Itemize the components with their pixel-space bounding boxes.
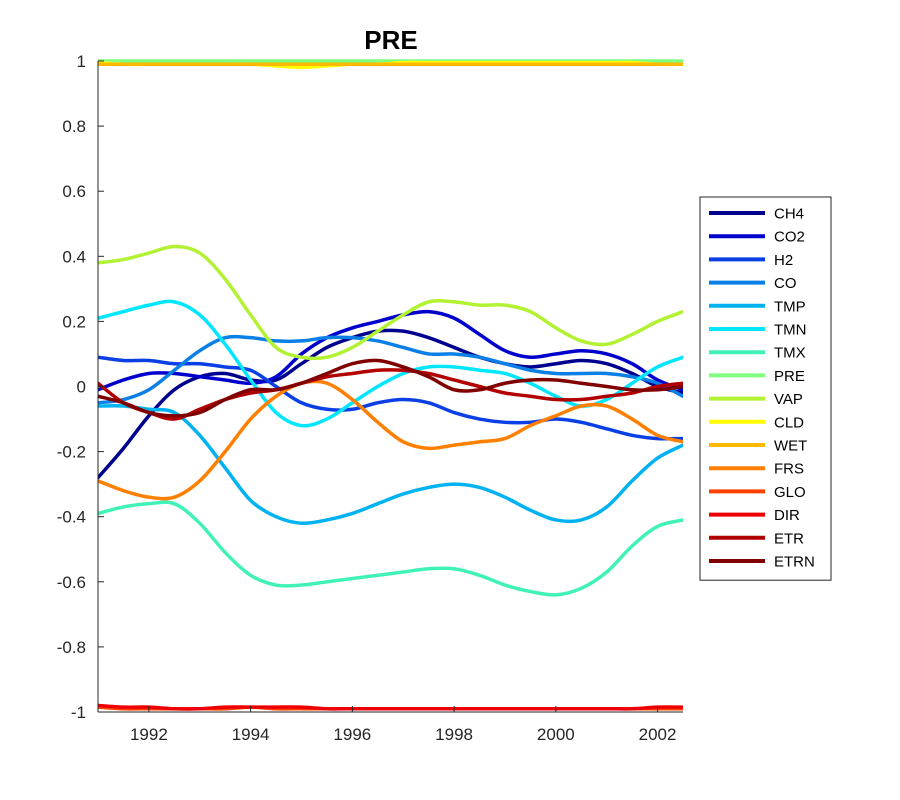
legend-label-etr: ETR: [774, 530, 804, 547]
legend-label-co2: CO2: [774, 229, 805, 246]
series-line-h2: [98, 355, 683, 441]
series-line-tmp: [98, 404, 683, 526]
y-tick-label: 0.6: [62, 182, 86, 201]
y-tick-label: -0.8: [57, 638, 86, 657]
series-line-vap: [98, 244, 683, 361]
legend-label-tmn: TMN: [774, 322, 807, 339]
y-tick-label: -0.4: [57, 508, 86, 527]
legend-label-frs: FRS: [774, 461, 804, 478]
y-tick-label: -0.6: [57, 573, 86, 592]
series-line-co: [98, 334, 683, 405]
x-tick-label: 2002: [639, 725, 677, 744]
legend-label-tmp: TMP: [774, 298, 806, 315]
y-tick-label: 0.2: [62, 312, 86, 331]
legend-label-cld: CLD: [774, 414, 804, 431]
y-tick-label: 0.4: [62, 247, 86, 266]
x-tick-label: 1992: [130, 725, 168, 744]
axes: -1 -0.8 -0.6 -0.4 -0.2 0 0.2 0.4 0.6 0.8 1 1992 1994…: [57, 52, 683, 744]
legend-label-glo: GLO: [774, 484, 806, 501]
x-tick-label: 2000: [537, 725, 575, 744]
series-line-dir: [98, 703, 683, 711]
series-line-etrn: [98, 358, 683, 418]
y-tick-label: 0: [77, 378, 86, 397]
legend-label-tmx: TMX: [774, 345, 806, 362]
legend-label-wet: WET: [774, 438, 807, 455]
legend-label-vap: VAP: [774, 391, 803, 408]
legend-label-pre: PRE: [774, 368, 805, 385]
legend: CH4 CO2 H2 CO TMP TMN TMX PRE VAP CLD WET FRS GLO DIR…: [699, 196, 832, 581]
x-tick-label: 1994: [232, 725, 270, 744]
y-tick-label: 0.8: [62, 117, 86, 136]
y-tick-label: 1: [77, 52, 86, 71]
chart-title: PRE: [364, 25, 417, 55]
legend-label-co: CO: [774, 275, 797, 292]
series-line-frs: [98, 379, 683, 501]
x-tick-label: 1998: [435, 725, 473, 744]
y-tick-label: -1: [71, 703, 86, 722]
legend-label-etrn: ETRN: [774, 554, 815, 571]
series-line-tmx: [98, 500, 683, 597]
plot-area: [98, 59, 683, 711]
legend-label-ch4: CH4: [774, 206, 804, 223]
series-line-co2: [98, 309, 683, 392]
x-tick-label: 1996: [333, 725, 371, 744]
y-tick-label: -0.2: [57, 443, 86, 462]
series-line-etr: [98, 368, 683, 421]
legend-label-dir: DIR: [774, 507, 800, 524]
legend-box: [699, 196, 832, 581]
legend-label-h2: H2: [774, 252, 793, 269]
